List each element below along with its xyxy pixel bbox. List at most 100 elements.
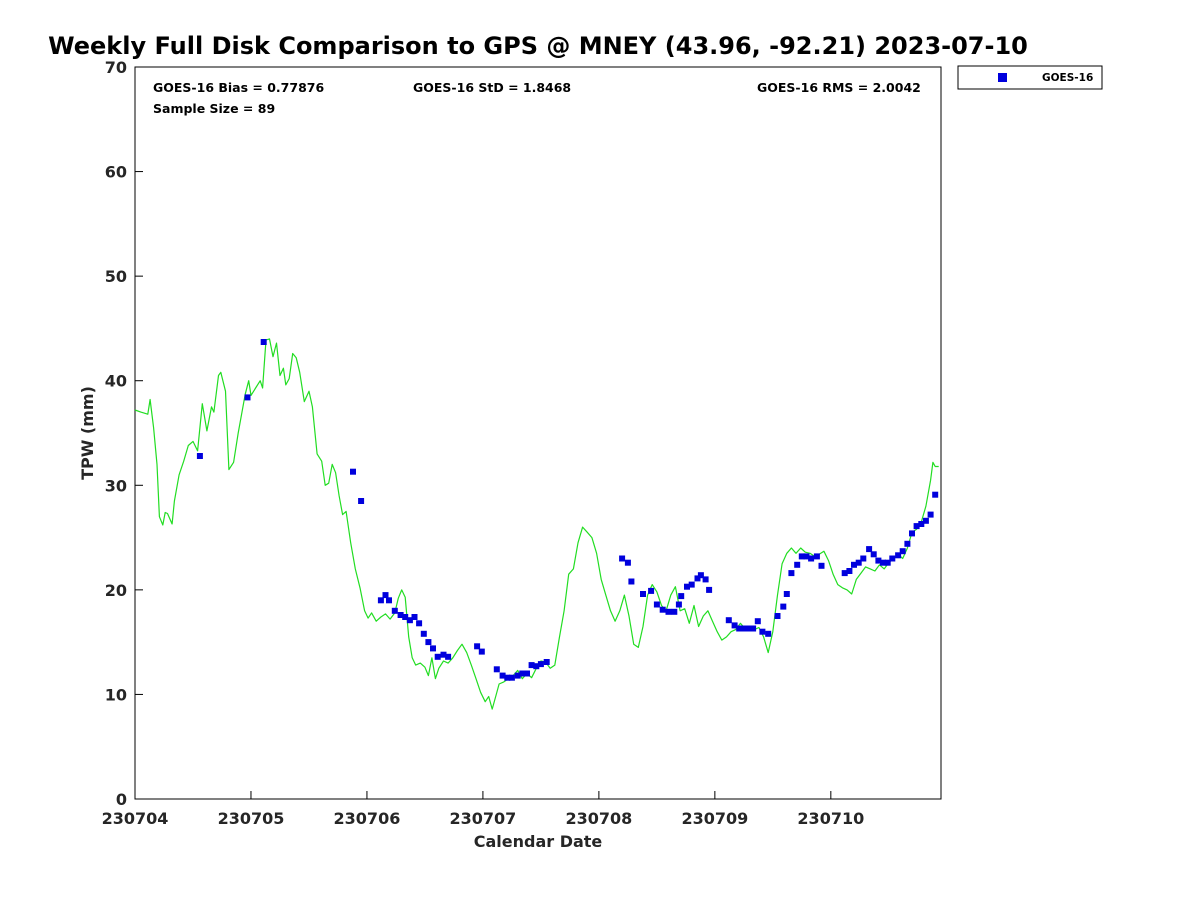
x-tick-label: 230709	[681, 809, 748, 828]
rms-stat: GOES-16 RMS = 2.0042	[757, 80, 921, 95]
goes16-point	[499, 672, 506, 679]
goes16-point	[382, 592, 389, 599]
goes16-point	[702, 576, 709, 583]
goes16-point	[880, 559, 886, 566]
sample-size-stat: Sample Size = 89	[153, 101, 275, 116]
y-tick-label: 10	[105, 685, 127, 704]
goes16-point	[624, 559, 631, 566]
goes16-point	[731, 622, 738, 629]
goes16-point	[875, 557, 882, 564]
goes16-point	[402, 614, 409, 620]
plot-area	[134, 66, 942, 800]
goes16-point	[866, 546, 873, 553]
goes16-point	[697, 572, 704, 579]
goes16-point	[524, 670, 530, 677]
y-tick-label: 40	[105, 372, 127, 391]
goes16-point	[416, 620, 423, 627]
goes16-point	[196, 453, 203, 459]
goes16-point	[430, 645, 436, 652]
x-tick-label: 230708	[565, 809, 632, 828]
x-tick-label: 230705	[218, 809, 285, 828]
goes16-point	[397, 612, 404, 618]
goes16-point	[688, 581, 695, 588]
goes16-point	[783, 591, 790, 597]
goes16-point	[528, 662, 535, 669]
goes16-point	[445, 653, 452, 660]
goes16-point	[678, 593, 685, 600]
goes16-point	[904, 540, 911, 547]
goes16-point	[648, 587, 655, 594]
goes16-point	[386, 597, 392, 604]
bias-stat: GOES-16 Bias = 0.77876	[153, 80, 324, 95]
goes16-point	[420, 630, 427, 637]
goes16-point	[671, 608, 678, 615]
goes16-point	[798, 553, 805, 560]
goes16-point	[665, 608, 672, 615]
goes16-point	[889, 555, 896, 562]
goes16-point	[628, 578, 635, 585]
goes16-point	[358, 498, 365, 504]
goes16-point	[543, 659, 550, 665]
x-tick-label: 230706	[334, 809, 401, 828]
goes16-point	[855, 559, 862, 566]
goes16-point	[244, 394, 251, 401]
goes16-point	[765, 630, 772, 637]
goes16-point	[377, 597, 384, 604]
goes16-point	[870, 551, 877, 558]
goes16-point	[895, 552, 902, 559]
goes16-point	[514, 672, 521, 679]
goes16-point	[694, 575, 701, 582]
y-tick-label: 70	[105, 58, 127, 77]
y-tick-label: 60	[105, 163, 127, 182]
goes16-point	[504, 674, 511, 681]
goes16-point-series	[196, 339, 939, 681]
goes16-point	[493, 666, 500, 673]
goes16-point	[350, 468, 356, 475]
goes16-point	[909, 530, 915, 537]
y-tick-label: 50	[105, 267, 127, 286]
legend-label: GOES-16	[1042, 72, 1093, 84]
goes16-point	[860, 555, 867, 562]
goes16-point	[684, 583, 690, 590]
goes16-point	[841, 570, 848, 577]
goes16-point	[537, 661, 544, 668]
goes16-point	[425, 639, 432, 646]
goes16-point	[922, 517, 929, 524]
goes16-point	[406, 617, 413, 624]
x-tick-label: 230704	[102, 809, 169, 828]
goes16-point	[706, 586, 713, 593]
y-axis: 0 10 20 30 40 50 60 70	[105, 58, 143, 809]
goes16-point	[736, 625, 743, 632]
goes16-point	[851, 561, 857, 568]
goes16-point	[774, 613, 781, 619]
goes16-point	[391, 607, 398, 614]
y-tick-label: 20	[105, 581, 127, 600]
goes16-point	[675, 601, 682, 608]
y-tick-label: 0	[116, 790, 127, 809]
goes16-point	[803, 553, 810, 560]
x-tick-label: 230710	[797, 809, 864, 828]
goes16-point	[927, 511, 934, 518]
goes16-point	[434, 653, 441, 660]
x-tick-label: 230707	[450, 809, 517, 828]
goes16-point	[818, 562, 825, 569]
goes16-point	[794, 561, 801, 568]
goes16-point	[884, 559, 891, 566]
goes16-point	[659, 606, 666, 613]
goes16-point	[754, 618, 761, 625]
goes16-point	[808, 555, 815, 562]
goes16-point	[440, 651, 447, 658]
chart-title: Weekly Full Disk Comparison to GPS @ MNE…	[48, 32, 1028, 60]
goes16-point	[759, 628, 766, 635]
y-axis-label: TPW (mm)	[78, 386, 97, 480]
legend: GOES-16	[957, 65, 1103, 90]
legend-marker	[998, 73, 1007, 82]
legend-box	[957, 65, 1103, 90]
goes16-point	[846, 568, 853, 574]
goes16-point	[932, 491, 939, 498]
x-axis-label: Calendar Date	[474, 832, 603, 851]
goes16-point	[918, 521, 925, 527]
goes16-point	[750, 625, 757, 632]
goes16-point	[725, 617, 732, 624]
